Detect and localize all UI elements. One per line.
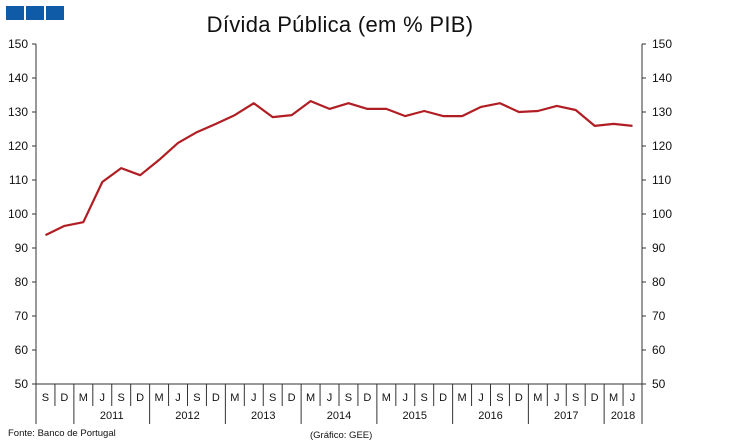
source-note: Fonte: Banco de Portugal	[8, 428, 116, 439]
year-label: 2018	[611, 410, 635, 422]
right-y-tick-label: 70	[652, 309, 666, 323]
right-y-tick-label: 80	[652, 275, 666, 289]
month-label: S	[421, 392, 428, 404]
left-y-tick-label: 80	[15, 275, 29, 289]
month-label: J	[327, 392, 333, 404]
month-label: D	[60, 392, 68, 404]
month-label: M	[609, 392, 618, 404]
month-label: S	[269, 392, 276, 404]
credit-note: (Gráfico: GEE)	[310, 430, 373, 441]
month-label: S	[496, 392, 503, 404]
chart-title: Dívida Pública (em % PIB)	[206, 12, 474, 37]
right-y-tick-label: 110	[652, 173, 671, 187]
year-label: 2017	[554, 410, 578, 422]
right-y-tick-label: 60	[652, 343, 666, 357]
right-y-tick-label: 140	[652, 71, 672, 85]
right-y-tick-label: 50	[652, 377, 666, 391]
left-y-tick-label: 110	[9, 173, 28, 187]
month-label: J	[554, 392, 560, 404]
month-label: M	[79, 392, 88, 404]
left-y-tick-label: 150	[8, 37, 28, 51]
year-label: 2011	[100, 410, 124, 422]
left-y-tick-label: 60	[15, 343, 29, 357]
month-label: J	[478, 392, 484, 404]
month-label: M	[533, 392, 542, 404]
month-label: J	[100, 392, 106, 404]
year-label: 2016	[478, 410, 502, 422]
left-y-tick-label: 70	[15, 309, 29, 323]
logo-square-icon	[6, 6, 24, 20]
right-y-tick-label: 100	[652, 207, 672, 221]
left-y-tick-label: 50	[15, 377, 29, 391]
month-label: D	[136, 392, 144, 404]
month-label: M	[306, 392, 315, 404]
month-label: D	[591, 392, 599, 404]
month-label: M	[155, 392, 164, 404]
month-label: S	[572, 392, 579, 404]
month-label: M	[458, 392, 467, 404]
month-label: S	[345, 392, 352, 404]
month-label: D	[212, 392, 220, 404]
month-label: J	[175, 392, 181, 404]
left-y-tick-label: 120	[8, 139, 28, 153]
left-y-tick-label: 90	[15, 241, 29, 255]
year-label: 2015	[403, 410, 427, 422]
month-label: S	[118, 392, 125, 404]
right-y-tick-label: 130	[652, 105, 672, 119]
year-label: 2014	[327, 410, 351, 422]
month-label: D	[363, 392, 371, 404]
month-label: M	[230, 392, 239, 404]
right-y-tick-label: 90	[652, 241, 666, 255]
month-label: S	[193, 392, 200, 404]
month-label: M	[382, 392, 391, 404]
logo-square-icon	[46, 6, 64, 20]
right-y-tick-label: 150	[652, 37, 672, 51]
year-label: 2013	[251, 410, 275, 422]
year-label: 2012	[175, 410, 199, 422]
logo	[6, 6, 64, 20]
left-y-tick-label: 130	[8, 105, 28, 119]
right-y-tick-label: 120	[652, 139, 672, 153]
month-label: J	[251, 392, 257, 404]
month-label: D	[515, 392, 523, 404]
month-label: D	[288, 392, 296, 404]
left-y-tick-label: 140	[8, 71, 28, 85]
left-y-tick-label: 100	[8, 207, 28, 221]
month-label: J	[630, 392, 636, 404]
debt-series-line	[45, 99, 633, 237]
logo-square-icon	[26, 6, 44, 20]
month-label: D	[439, 392, 447, 404]
month-label: J	[403, 392, 409, 404]
month-label: S	[42, 392, 49, 404]
